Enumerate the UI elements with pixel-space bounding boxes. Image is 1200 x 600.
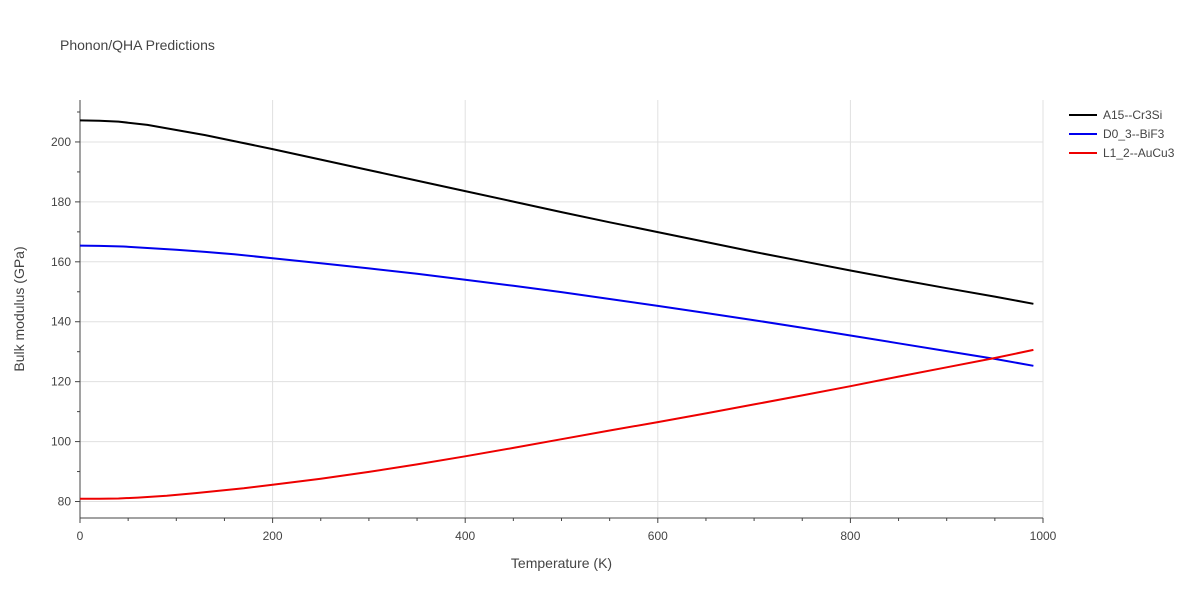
y-tick-label: 180	[51, 195, 71, 209]
grid	[79, 100, 1044, 518]
x-tick-label: 800	[840, 529, 860, 543]
x-tick-label: 400	[455, 529, 475, 543]
legend-label: A15--Cr3Si	[1103, 108, 1162, 122]
chart-title: Phonon/QHA Predictions	[60, 37, 215, 53]
y-tick-label: 160	[51, 255, 71, 269]
y-tick-label: 200	[51, 135, 71, 149]
x-tick-label: 1000	[1030, 529, 1057, 543]
legend-item-1[interactable]: A15--Cr3Si	[1069, 108, 1162, 122]
x-tick-label: 600	[648, 529, 668, 543]
x-tick-label: 0	[77, 529, 84, 543]
plot-area	[79, 119, 1034, 500]
legend-item-2[interactable]: D0_3--BiF3	[1069, 127, 1165, 141]
x-tick-label: 200	[263, 529, 283, 543]
legend-item-3[interactable]: L1_2--AuCu3	[1069, 146, 1175, 160]
legend[interactable]: A15--Cr3Si D0_3--BiF3 L1_2--AuCu3	[1069, 108, 1175, 160]
x-axis-title: Temperature (K)	[511, 555, 612, 571]
y-tick-label: 100	[51, 435, 71, 449]
y-tick-label: 80	[58, 495, 72, 509]
series-line-1	[79, 119, 1034, 305]
y-axis-title: Bulk modulus (GPa)	[11, 246, 27, 371]
legend-label: D0_3--BiF3	[1103, 127, 1165, 141]
series-line-3	[80, 348, 1034, 500]
legend-label: L1_2--AuCu3	[1103, 146, 1175, 160]
series-line-2	[79, 244, 1034, 367]
y-tick-label: 140	[51, 315, 71, 329]
axes	[75, 100, 1044, 523]
tick-labels: 0 200 400 600 800 1000 80 100 120 140 160 180 200	[51, 135, 1057, 543]
y-tick-label: 120	[51, 375, 71, 389]
